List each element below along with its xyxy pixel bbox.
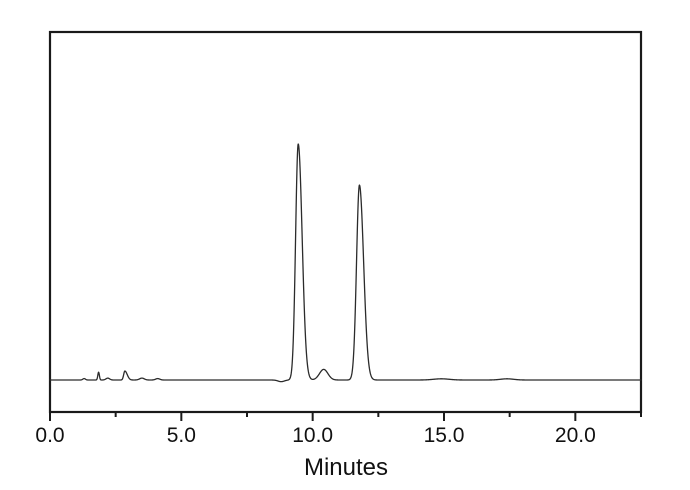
x-tick-label: 0.0: [35, 424, 64, 447]
chromatogram-trace: [49, 143, 642, 383]
x-axis-major-ticks: [49, 412, 577, 421]
x-axis-title: Minutes: [304, 454, 388, 481]
plot-frame: [48, 30, 643, 414]
x-tick-label: 10.0: [292, 424, 333, 447]
x-tick-label: 15.0: [424, 424, 465, 447]
x-tick-label: 5.0: [167, 424, 196, 447]
x-axis-tick-labels: 0.0 5.0 10.0 15.0 20.0: [35, 424, 595, 447]
x-axis-minor-ticks: [114, 412, 642, 417]
x-tick-label: 20.0: [555, 424, 596, 447]
